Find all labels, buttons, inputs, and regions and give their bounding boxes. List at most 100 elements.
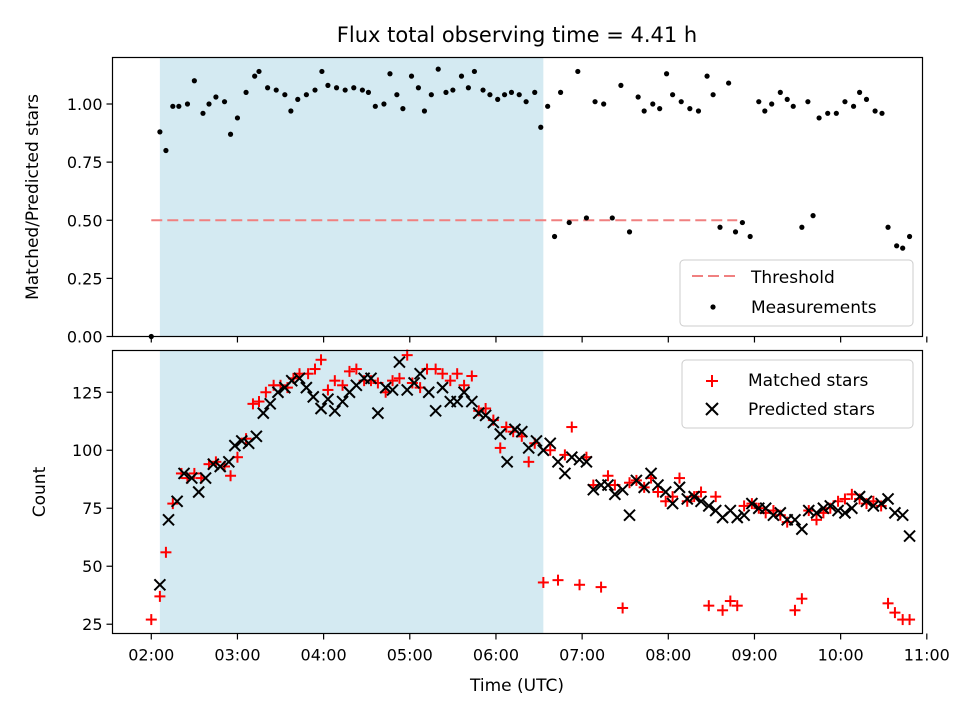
- x-axis-label: Time (UTC): [469, 676, 564, 696]
- measurement-point: [816, 115, 822, 121]
- predicted-star-point: [896, 508, 909, 522]
- matched-star-point: [458, 379, 470, 391]
- matched-star-point: [846, 488, 858, 500]
- measurement-point: [532, 89, 538, 95]
- bottom-y-tick-label: 100: [72, 441, 103, 460]
- top-y-axis-ticks: 0.00 0.25 0.50 0.75 1.00: [67, 95, 113, 347]
- measurement-point: [856, 89, 863, 95]
- predicted-star-point: [271, 386, 285, 399]
- predicted-star-point: [472, 406, 485, 420]
- matched-star-point: [188, 467, 200, 479]
- matched-star-point: [796, 593, 808, 605]
- measurement-point: [592, 99, 598, 105]
- measurement-point: [359, 87, 365, 93]
- measurement-point: [170, 103, 176, 109]
- predicted-star-point: [845, 502, 859, 515]
- predicted-star-point: [307, 390, 320, 404]
- predicted-star-point: [573, 453, 586, 466]
- measurement-point: [342, 87, 348, 93]
- measurement-point: [319, 68, 325, 75]
- top-legend-box: [679, 259, 914, 327]
- matched-star-point: [703, 600, 715, 612]
- measurement-point: [508, 89, 515, 95]
- measurement-point: [421, 108, 428, 114]
- predicted-star-point: [745, 497, 759, 510]
- predicted-star-point: [487, 416, 500, 429]
- legend-matched-swatch: [706, 375, 718, 387]
- measurement-point: [471, 68, 478, 75]
- matched-star-point: [566, 421, 578, 433]
- measurement-point: [234, 115, 241, 121]
- matched-star-point: [240, 433, 252, 445]
- measurement-point: [157, 129, 163, 135]
- predicted-star-point: [558, 467, 572, 480]
- bottom-y-tick-label: 50: [82, 557, 102, 576]
- predicted-star-point: [551, 455, 565, 469]
- measurement-point: [273, 87, 279, 93]
- measurement-point: [833, 110, 839, 116]
- measurement-point: [394, 92, 400, 98]
- x-tick-label: 10:00: [818, 646, 864, 665]
- predicted-star-point: [436, 381, 449, 394]
- x-tick-label: 09:00: [731, 646, 777, 665]
- predicted-star-point: [170, 495, 184, 508]
- x-tick-label: 08:00: [645, 646, 691, 665]
- predicted-star-point: [153, 578, 167, 591]
- measurements-points: [148, 66, 913, 340]
- matched-star-point: [523, 456, 535, 468]
- predicted-star-point: [673, 481, 686, 494]
- measurement-point: [480, 87, 486, 93]
- bottom-y-axis-ticks: 25 50 75 100 125: [72, 383, 113, 634]
- measurement-point: [176, 103, 182, 109]
- measurement-point: [221, 99, 228, 105]
- predicted-star-point: [544, 437, 557, 450]
- matched-star-point: [337, 379, 349, 391]
- predicted-star-point: [608, 488, 622, 501]
- predicted-star-point: [214, 460, 227, 473]
- top-y-axis-label: Matched/Predicted stars: [23, 94, 43, 300]
- legend-measurements-swatch: [710, 304, 716, 310]
- measurement-point: [415, 85, 422, 91]
- matched-star-point: [544, 444, 556, 456]
- predicted-star-point: [659, 485, 672, 499]
- matched-star-point: [602, 470, 614, 482]
- matched-star-point: [444, 375, 456, 387]
- bottom-shaded-region: [159, 350, 544, 634]
- predicted-star-point: [500, 455, 514, 469]
- measurement-point: [206, 101, 212, 107]
- measurement-point: [435, 66, 441, 72]
- measurement-point: [687, 106, 693, 112]
- predicted-star-point: [207, 457, 220, 471]
- measurement-point: [663, 71, 670, 77]
- matched-star-point: [466, 370, 478, 382]
- measurement-point: [256, 68, 262, 75]
- predicted-star-point: [228, 439, 242, 452]
- measurement-point: [784, 96, 790, 102]
- matched-star-point: [552, 574, 564, 586]
- predicted-star-point: [681, 492, 694, 506]
- predicted-star-point: [601, 478, 615, 492]
- predicted-star-point: [422, 386, 435, 399]
- matched-star-point: [811, 514, 823, 526]
- predicted-star-point: [903, 529, 916, 543]
- predicted-star-point: [321, 393, 335, 406]
- predicted-star-point: [177, 467, 191, 480]
- top-x-axis-ticks: [150, 336, 928, 343]
- matched-star-point: [247, 398, 259, 410]
- measurement-point: [678, 99, 684, 105]
- measurement-point: [863, 96, 870, 102]
- measurement-point: [227, 131, 234, 137]
- predicted-star-point: [838, 506, 852, 520]
- predicted-star-point: [888, 506, 902, 520]
- predicted-star-point: [508, 423, 522, 436]
- measurement-point: [458, 73, 465, 79]
- legend-predicted-label: Predicted stars: [748, 400, 875, 420]
- matched-star-point: [430, 363, 442, 375]
- predicted-star-point: [623, 508, 636, 522]
- matched-star-point: [595, 581, 607, 593]
- predicted-star-point: [235, 434, 248, 448]
- chart-title: Flux total observing time = 4.41 h: [337, 23, 697, 47]
- predicted-star-point: [737, 508, 751, 522]
- matched-star-point: [574, 579, 586, 591]
- matched-star-point: [500, 421, 512, 433]
